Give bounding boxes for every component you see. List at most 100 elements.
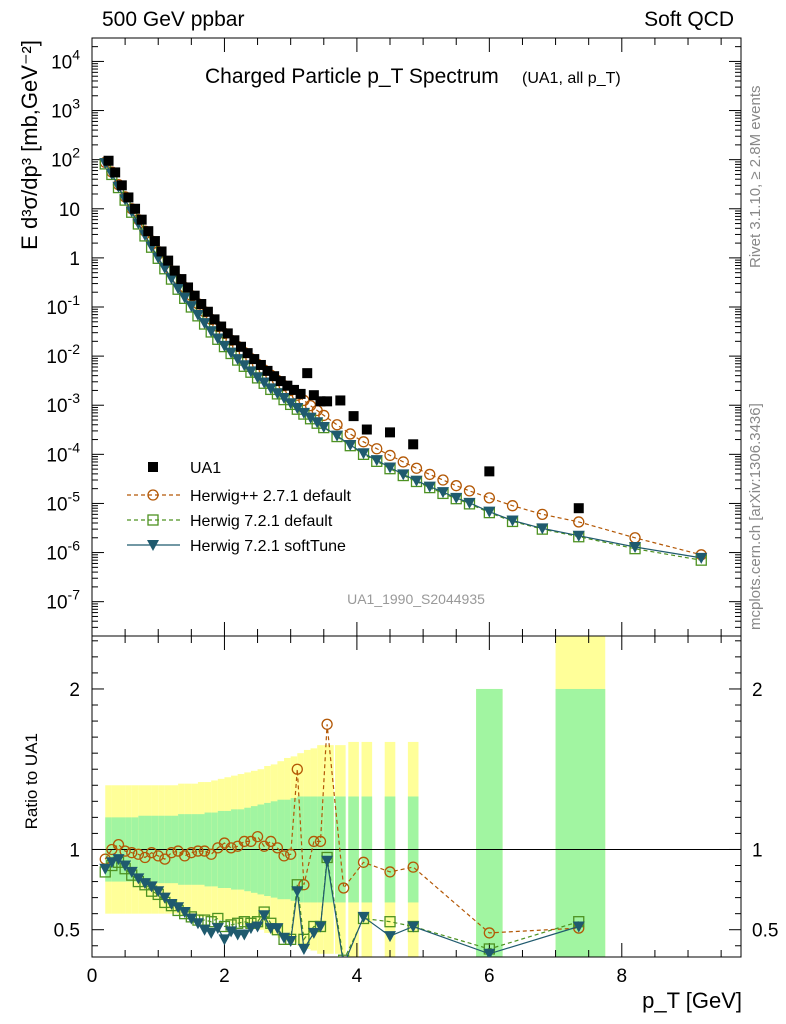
- ratio-point-2: [132, 873, 145, 885]
- series-point-2: [297, 407, 310, 419]
- data-point: [103, 155, 114, 166]
- ratio-point-0: [179, 850, 191, 862]
- chart-title: Charged Particle p_T Spectrum: [205, 65, 499, 88]
- ratio-axis-label: Ratio to UA1: [22, 733, 41, 829]
- data-point: [143, 226, 154, 237]
- ratio-point-2: [191, 918, 204, 930]
- y-tick-label: 10-2: [46, 341, 80, 368]
- ratio-point-0: [308, 835, 320, 848]
- ratio-point-2: [572, 921, 585, 933]
- data-point: [123, 192, 134, 203]
- series-point-0: [371, 443, 383, 455]
- series-point-0: [437, 474, 449, 486]
- ratio-point-0: [159, 853, 171, 865]
- data-point: [110, 167, 121, 178]
- series-point-0: [450, 480, 462, 492]
- ratio-point-2: [145, 881, 158, 893]
- legend-entry: UA1: [190, 460, 221, 477]
- ratio-line-0: [104, 724, 579, 934]
- series-point-2: [331, 430, 344, 442]
- ratio-point-2: [165, 899, 178, 911]
- series-point-2: [271, 388, 284, 400]
- y-tick-label: 10-1: [46, 292, 80, 319]
- data-point: [229, 335, 240, 346]
- ratio-point-2: [307, 927, 320, 939]
- series-point-2: [218, 340, 231, 352]
- ratio-point-2: [112, 854, 125, 866]
- series-point-2: [244, 366, 257, 378]
- series-point-2: [284, 398, 297, 410]
- series-point-2: [423, 481, 436, 493]
- series-point-0: [410, 462, 423, 474]
- data-point: [202, 306, 213, 317]
- ratio-point-2: [185, 913, 198, 925]
- ratio-point-0: [483, 927, 495, 939]
- series-point-2: [311, 417, 324, 429]
- ratio-point-0: [298, 879, 310, 891]
- ratio-point-0: [198, 845, 211, 857]
- data-point: [302, 368, 313, 379]
- series-point-2: [178, 292, 191, 304]
- ratio-point-2: [483, 948, 496, 957]
- y-tick-label: 102: [51, 145, 80, 172]
- series-point-2: [695, 552, 708, 564]
- legend-marker-data: [148, 462, 158, 472]
- header-left-label: 500 GeV ppbar: [102, 8, 245, 31]
- ratio-point-1: [338, 954, 350, 957]
- ratio-point-2: [225, 926, 238, 938]
- ratio-tick-label-left: 1: [69, 840, 80, 861]
- series-point-2: [165, 273, 178, 285]
- data-point: [484, 466, 495, 477]
- y-tick-label: 1: [69, 249, 80, 270]
- data-point: [196, 299, 207, 310]
- series-point-0: [344, 428, 356, 440]
- ratio-point-2: [211, 923, 224, 935]
- analysis-id-label: UA1_1990_S2044935: [347, 591, 485, 607]
- x-tick-label: 6: [484, 966, 495, 987]
- ratio-tick-label-left: 0.5: [54, 921, 80, 942]
- series-point-2: [317, 422, 330, 434]
- ratio-point-2: [152, 886, 165, 898]
- series-point-2: [536, 523, 549, 535]
- x-tick-label: 4: [352, 966, 363, 987]
- ratio-plot-frame: [91, 635, 742, 958]
- series-point-0: [483, 492, 495, 504]
- ratio-point-0: [271, 842, 284, 854]
- series-point-2: [238, 360, 251, 372]
- data-point: [116, 180, 127, 191]
- series-point-0: [506, 500, 519, 512]
- series-point-2: [172, 283, 185, 295]
- series-point-2: [384, 462, 397, 474]
- x-tick-label: 0: [87, 966, 98, 987]
- series-point-2: [291, 402, 304, 414]
- ratio-point-2: [251, 921, 264, 933]
- mcplots-reference-label: mcplots.cern.ch [arXiv:1306.3436]: [747, 403, 764, 630]
- ratio-tick-label-right: 1: [752, 840, 763, 861]
- ratio-point-0: [314, 835, 327, 848]
- legend: [127, 462, 180, 551]
- ratio-point-2: [321, 855, 334, 867]
- ratio-point-2: [105, 857, 118, 869]
- data-point: [269, 371, 280, 382]
- data-point: [136, 214, 147, 225]
- ratio-point-0: [132, 848, 145, 860]
- data-point: [130, 203, 141, 214]
- ratio-point-2: [198, 924, 211, 936]
- data-point: [249, 354, 260, 365]
- y-tick-label: 104: [51, 46, 80, 73]
- series-point-2: [191, 309, 204, 321]
- series-point-2: [463, 497, 476, 509]
- series-point-2: [572, 530, 585, 542]
- data-point: [209, 314, 220, 325]
- ratio-band-inner: [555, 688, 606, 957]
- ratio-point-2: [138, 878, 151, 890]
- ratio-point-2: [407, 921, 420, 933]
- ratio-point-2: [258, 910, 271, 922]
- ratio-point-0: [126, 847, 138, 859]
- data-point: [295, 388, 306, 399]
- data-point: [169, 265, 180, 276]
- x-axis-label: p_T [GeV]: [642, 988, 742, 1013]
- series-point-2: [397, 469, 410, 481]
- ratio-point-2: [284, 935, 297, 947]
- series-point-0: [384, 449, 396, 462]
